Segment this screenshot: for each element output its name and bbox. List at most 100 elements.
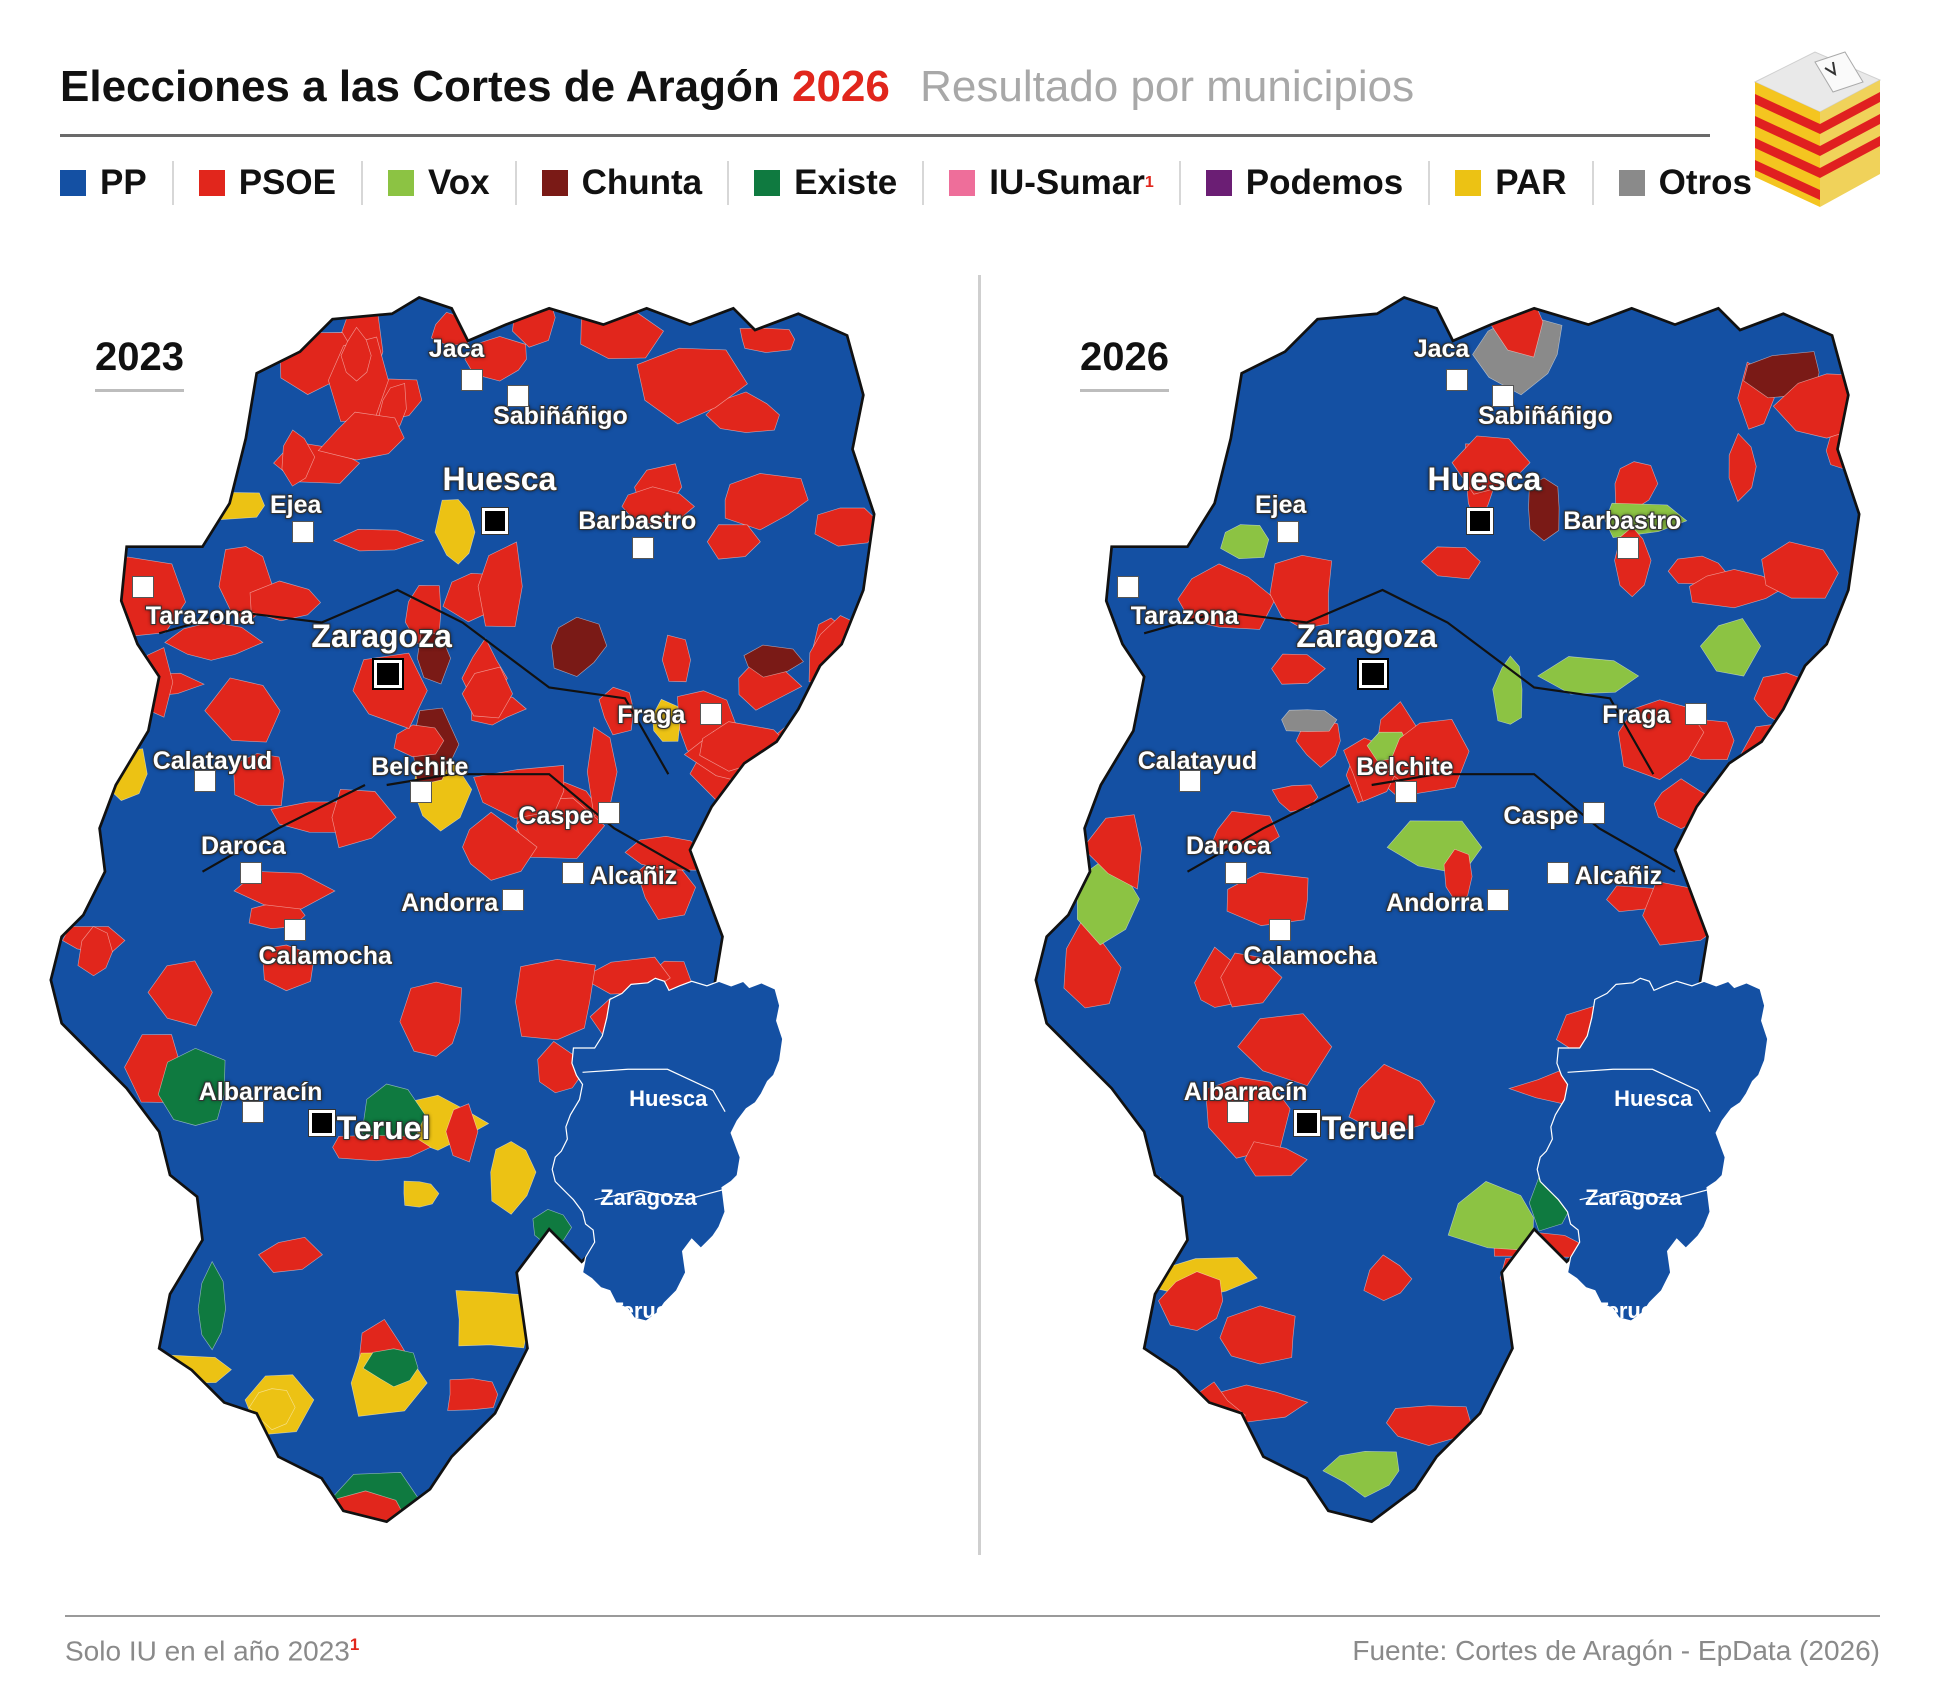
- municipality-area: [718, 1211, 821, 1288]
- city-marker-huesca: [1465, 507, 1494, 536]
- municipality-area: [1537, 1450, 1568, 1516]
- municipality-area: [461, 666, 513, 719]
- municipality-area: [1269, 554, 1333, 630]
- party-legend: PP PSOE Vox Chunta Existe IU-Sumar 1 Podemos PAR…: [60, 158, 1802, 208]
- municipality-area: [445, 1103, 479, 1163]
- legend-item-chunta: Chunta: [541, 161, 730, 205]
- municipality-area: [1219, 1305, 1296, 1365]
- municipality-area: [1745, 1451, 1830, 1508]
- city-marker-tarazona: [1117, 576, 1139, 599]
- municipality-area: [1271, 653, 1326, 685]
- municipality-area: [580, 297, 665, 360]
- municipality-area: [1128, 388, 1227, 423]
- municipality-area: [1739, 1294, 1842, 1370]
- municipality-area: [1749, 1392, 1847, 1419]
- legend-label: Podemos: [1245, 163, 1404, 202]
- city-label-jaca: Jaca: [428, 334, 485, 363]
- municipality-area: [1385, 1405, 1472, 1446]
- municipality-area: [197, 1260, 226, 1351]
- municipality-area: [789, 1169, 875, 1249]
- aragon-municipal-map-2026: [1034, 296, 1861, 1524]
- title-year: 2026: [791, 62, 890, 111]
- municipality-area: [1614, 461, 1659, 510]
- municipality-area: [636, 347, 748, 425]
- municipality-area: [1348, 1063, 1436, 1137]
- municipality-area: [149, 402, 192, 463]
- municipality-area: [851, 832, 875, 902]
- municipality-area: [1210, 810, 1280, 854]
- municipality-area: [1689, 569, 1788, 609]
- municipality-area: [548, 1353, 623, 1408]
- city-marker-barbastro: [1617, 537, 1640, 560]
- municipality-area: [96, 442, 175, 520]
- city-label-zaragoza: Zaragoza: [311, 617, 452, 654]
- city-marker-andorra: [1487, 889, 1510, 912]
- legend-item-psoe: PSOE: [198, 161, 363, 205]
- legend-swatch: [387, 170, 414, 196]
- municipality-area: [537, 1040, 585, 1094]
- municipality-area: [1699, 618, 1762, 677]
- municipality-area: [776, 719, 822, 777]
- city-marker-belchite: [1395, 781, 1418, 803]
- page-title: Elecciones a las Cortes de Aragón 2026 R…: [60, 62, 1414, 112]
- city-marker-belchite: [410, 781, 433, 803]
- city-label-alcaniz: Alcañiz: [1574, 861, 1663, 890]
- municipality-area: [728, 817, 784, 842]
- city-marker-daroca: [1225, 861, 1248, 884]
- city-marker-teruel: [1293, 1108, 1322, 1137]
- city-marker-alcaniz: [1547, 861, 1570, 884]
- city-marker-albarracin: [242, 1100, 265, 1123]
- municipality-area: [535, 1338, 604, 1417]
- municipality-area: [661, 634, 691, 683]
- footer-divider: [65, 1615, 1880, 1617]
- municipality-area: [1739, 722, 1840, 807]
- municipality-area: [706, 524, 761, 560]
- municipality-area: [705, 391, 780, 433]
- municipality-area: [1158, 1271, 1224, 1331]
- city-label-tarazona: Tarazona: [145, 601, 254, 630]
- city-marker-jaca: [460, 369, 483, 392]
- city-label-teruel: Teruel: [336, 1109, 431, 1146]
- city-marker-ejea: [291, 521, 314, 544]
- city-label-caspe: Caspe: [1503, 801, 1579, 830]
- municipality-area: [1281, 709, 1338, 732]
- city-marker-zaragoza: [371, 658, 404, 691]
- legend-swatch: [1618, 170, 1645, 196]
- legend-label: Existe: [794, 163, 898, 202]
- city-marker-caspe: [597, 801, 620, 824]
- city-label-calamocha: Calamocha: [258, 942, 392, 970]
- city-marker-albarracin: [1227, 1100, 1250, 1123]
- city-marker-fraga: [1685, 702, 1708, 725]
- inset-label-zaragoza: Zaragoza: [600, 1185, 697, 1210]
- municipality-area: [473, 765, 565, 819]
- municipality-area: [81, 497, 140, 550]
- province-inset-map: [551, 977, 784, 1322]
- city-label-belchite: Belchite: [371, 753, 469, 782]
- footnote-text: Solo IU en el año 2023: [65, 1635, 350, 1667]
- municipality-area: [403, 1180, 440, 1208]
- municipality-area: [1177, 563, 1276, 630]
- municipality-area: [1537, 656, 1640, 695]
- municipality-area: [1677, 1460, 1728, 1512]
- city-marker-calamocha: [283, 919, 306, 941]
- legend-label: Chunta: [581, 163, 703, 202]
- title-divider: [60, 134, 1710, 137]
- municipality-area: [130, 1455, 217, 1485]
- municipality-area: [1244, 1141, 1308, 1177]
- municipality-area: [416, 631, 451, 685]
- province-inset-map: [1536, 977, 1769, 1322]
- city-label-jaca: Jaca: [1413, 334, 1470, 363]
- municipality-area: [1714, 1191, 1762, 1223]
- map-2026: 2026 Jaca Sabiñáñigo Huesca Ejea Barbastro Ta…: [1025, 275, 1945, 1575]
- municipality-area: [249, 580, 322, 622]
- legend-footnote-marker: 1: [1144, 174, 1154, 191]
- municipality-area: [1604, 502, 1688, 539]
- municipality-area: [434, 499, 476, 565]
- municipality-area: [1818, 1212, 1860, 1292]
- city-marker-zaragoza: [1356, 658, 1389, 691]
- municipality-area: [262, 944, 314, 992]
- map-divider: [978, 275, 981, 1555]
- municipality-area: [1730, 890, 1773, 939]
- municipality-area: [50, 1277, 131, 1346]
- municipality-area: [317, 411, 405, 461]
